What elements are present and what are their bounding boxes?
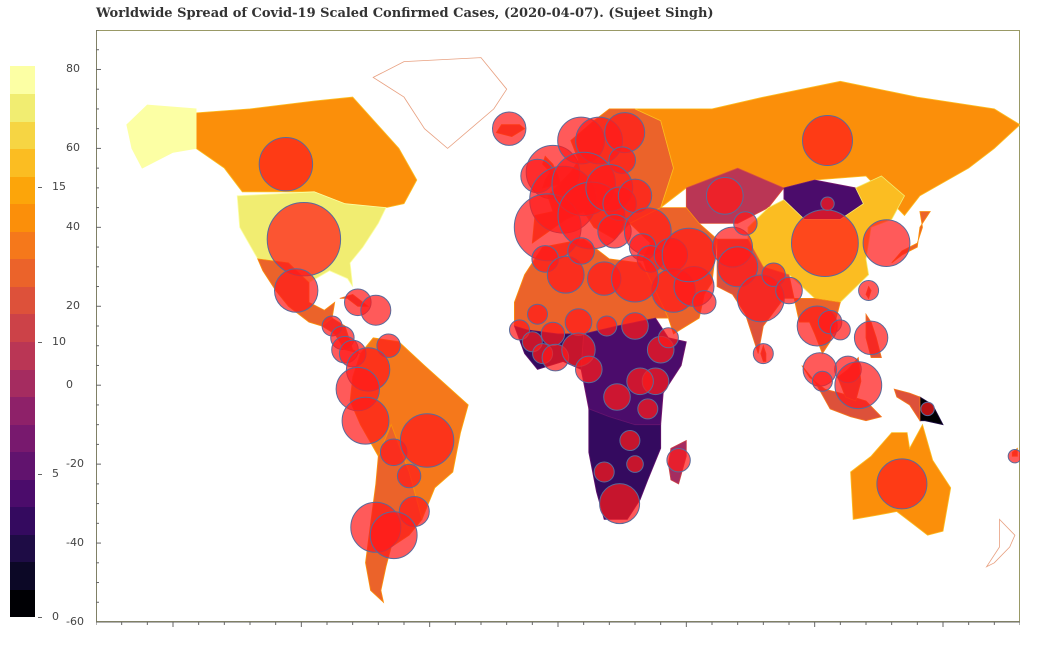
case-bubble (920, 401, 935, 417)
case-bubble (266, 202, 342, 277)
color-bar-tick (38, 341, 42, 343)
case-bubble (853, 320, 889, 355)
color-bar-swatch (10, 341, 35, 370)
case-bubble (604, 112, 646, 154)
case-bubble (717, 246, 759, 288)
case-bubble (564, 308, 593, 336)
y-tick-label: -40 (66, 536, 84, 550)
case-bubble (492, 111, 527, 146)
case-bubble (657, 327, 679, 349)
region-alaska (126, 104, 197, 169)
color-bar-swatch (10, 369, 35, 398)
case-bubble (858, 280, 880, 301)
color-bar-swatch (10, 534, 35, 563)
case-bubble (546, 255, 585, 294)
color-bar-tick (38, 473, 42, 475)
case-bubble (369, 511, 418, 560)
case-bubble (811, 370, 833, 392)
case-bubble (396, 463, 422, 489)
case-bubble (791, 209, 859, 278)
y-tick-label: 0 (66, 378, 73, 392)
case-bubble (596, 315, 618, 337)
color-bar-swatch (10, 231, 35, 260)
case-bubble (802, 115, 853, 166)
case-bubble (626, 367, 654, 396)
case-bubble (376, 333, 401, 358)
color-bar-swatch (10, 258, 35, 287)
region-new-guinea-w (893, 388, 921, 423)
case-bubble (876, 458, 928, 510)
case-bubble (705, 176, 744, 215)
case-bubble (621, 312, 649, 340)
color-bar-swatch (10, 286, 35, 315)
y-tick-label: -20 (66, 457, 84, 471)
y-tick-label: 60 (66, 141, 80, 155)
y-tick-label: 40 (66, 220, 80, 234)
color-bar-swatch (10, 313, 35, 342)
region-new-zealand (985, 518, 1016, 568)
color-bar-label: 5 (52, 466, 59, 480)
case-bubble (752, 343, 774, 365)
color-bar-swatch (10, 561, 35, 590)
color-bar-tick (38, 617, 42, 618)
color-bar-swatch (10, 93, 35, 122)
case-bubble (666, 448, 691, 473)
color-bar-swatch (10, 176, 35, 205)
color-bar-label: 15 (52, 180, 66, 194)
case-bubble (540, 321, 566, 347)
case-bubble (1007, 449, 1020, 464)
color-bar-label: 0 (52, 610, 59, 623)
color-bar-swatch (10, 396, 35, 425)
y-tick-label: 80 (66, 62, 80, 76)
color-bar-swatch (10, 451, 35, 480)
color-bar-swatch (10, 66, 35, 95)
case-bubble (637, 398, 659, 420)
case-bubble (274, 268, 319, 313)
color-bar-tick (38, 187, 42, 189)
case-bubble (733, 211, 758, 236)
color-bar-swatch (10, 589, 35, 618)
case-bubble (820, 196, 835, 211)
map-plot[interactable]: -150-100-50050100150 (96, 30, 1020, 628)
case-bubble (862, 219, 911, 268)
case-bubble (575, 355, 603, 384)
case-bubble (829, 319, 851, 341)
region-greenland (372, 57, 508, 149)
case-bubble (661, 227, 717, 283)
case-bubble (603, 383, 631, 411)
case-bubble (258, 137, 314, 192)
axes: -150-100-50050100150 (96, 30, 1020, 627)
case-bubble (593, 461, 615, 483)
color-bar-swatch (10, 203, 35, 232)
case-bubble (626, 455, 644, 473)
case-bubble (692, 290, 717, 315)
case-bubble (567, 237, 595, 265)
case-bubble (341, 396, 390, 445)
case-bubble (599, 483, 641, 525)
color-bar-swatch (10, 479, 35, 508)
color-bar-swatch (10, 121, 35, 150)
color-bar-swatch (10, 506, 35, 535)
case-bubbles (258, 111, 1020, 560)
case-bubble (775, 276, 803, 305)
case-bubble (834, 361, 883, 410)
color-bar-label: 10 (52, 334, 66, 348)
case-bubble (611, 254, 659, 303)
case-bubble (527, 303, 548, 325)
y-tick-label: 20 (66, 299, 80, 313)
case-bubble (399, 413, 455, 468)
chart-title: Worldwide Spread of Covid-19 Scaled Conf… (96, 6, 714, 21)
case-bubble (619, 430, 641, 451)
y-tick-label: -60 (66, 615, 84, 628)
color-bar-swatch (10, 148, 35, 177)
case-bubble (360, 294, 392, 326)
color-bar-swatch (10, 424, 35, 453)
